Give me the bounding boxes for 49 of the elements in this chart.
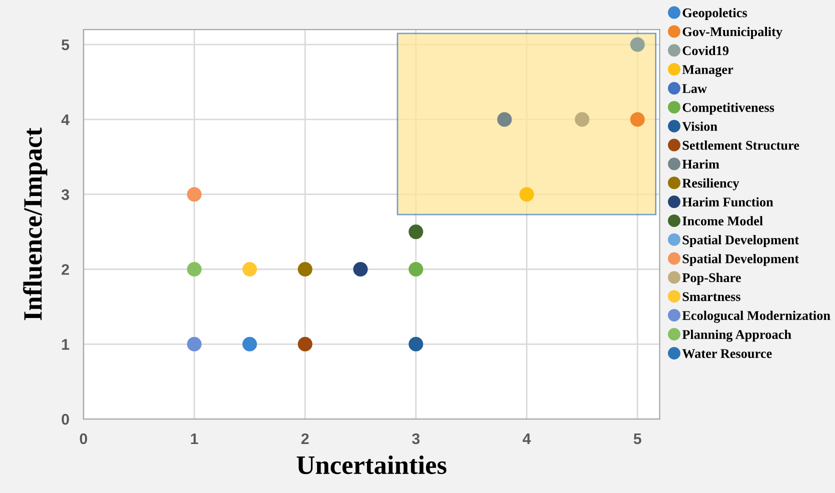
- legend-label: Water Resource: [682, 349, 772, 358]
- legend-label: Law: [682, 84, 707, 94]
- point: [574, 112, 590, 127]
- legend-label: Harim Function: [682, 197, 774, 207]
- point: [187, 336, 202, 352]
- legend-label: Pop-Share: [682, 272, 741, 285]
- y-tick-label: 0: [62, 414, 69, 425]
- x-tick-label: 3: [412, 433, 420, 444]
- legend-label: Harim: [682, 159, 720, 169]
- x-axis-title: Uncertainties: [296, 456, 446, 474]
- point: [242, 336, 257, 352]
- point: [353, 262, 368, 277]
- legend-label: Ecologucal Modernization: [682, 310, 830, 323]
- legend-label: Geopoletics: [682, 8, 747, 20]
- legend-label: Income Model: [682, 216, 763, 226]
- point: [630, 112, 645, 127]
- legend-label: Smartness: [682, 292, 740, 302]
- legend-label: Spatial Development: [682, 235, 799, 248]
- y-tick-label: 1: [62, 339, 70, 350]
- point: [187, 187, 202, 202]
- point: [187, 262, 202, 277]
- point: [298, 336, 312, 352]
- y-tick-label: 2: [62, 264, 69, 275]
- x-tick-label: 5: [634, 434, 642, 444]
- x-tick-label: 4: [522, 434, 531, 444]
- legend-label: Manager: [682, 65, 734, 77]
- y-tick-label: 5: [62, 40, 70, 50]
- point: [298, 262, 312, 277]
- legend-label: Settlement Structure: [682, 140, 800, 150]
- point: [497, 112, 512, 127]
- y-tick-label: 3: [61, 189, 70, 200]
- x-tick-label: 2: [301, 433, 309, 444]
- point: [408, 336, 424, 352]
- point: [630, 37, 645, 52]
- legend-label: Competitiveness: [682, 102, 774, 115]
- legend-label: Vision: [682, 122, 718, 131]
- legend-label: Planning Approach: [682, 330, 792, 342]
- legend-label: Resiliency: [682, 178, 740, 190]
- y-tick-label: 4: [61, 114, 70, 125]
- x-tick-label: 0: [80, 433, 88, 444]
- point: [519, 187, 534, 202]
- point: [408, 262, 424, 277]
- y-axis-title: Influence/Impact: [23, 128, 48, 320]
- legend-label: Covid19: [682, 46, 729, 56]
- legend-label: Spatial Development: [682, 254, 799, 266]
- point: [408, 224, 424, 240]
- legend-label: Gov-Municipality: [682, 26, 782, 39]
- x-tick-label: 1: [191, 434, 198, 444]
- point: [242, 262, 257, 277]
